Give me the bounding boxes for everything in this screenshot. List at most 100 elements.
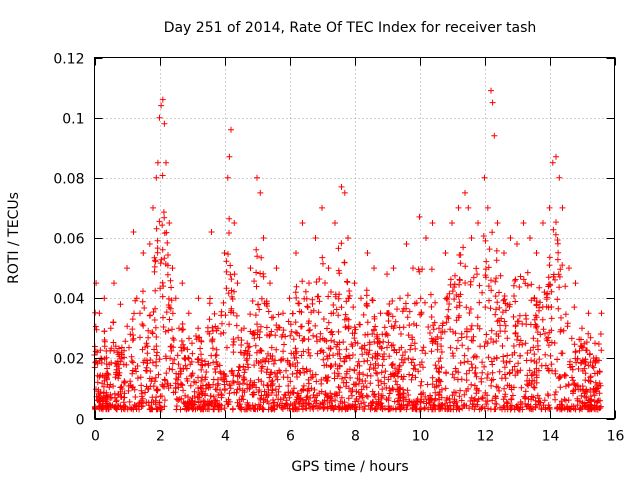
data-point <box>168 347 175 354</box>
data-point <box>457 260 464 267</box>
data-point <box>274 376 281 383</box>
data-point <box>496 368 503 375</box>
data-point <box>182 362 189 369</box>
data-point <box>488 287 495 294</box>
data-point <box>307 367 314 374</box>
data-point <box>165 327 172 334</box>
data-point <box>256 306 263 313</box>
data-point <box>138 382 145 389</box>
data-point <box>309 296 316 303</box>
data-point <box>293 348 300 355</box>
data-point <box>329 402 336 409</box>
data-point <box>143 383 150 390</box>
data-points <box>91 87 605 413</box>
data-point <box>371 406 378 413</box>
data-point <box>483 331 490 338</box>
data-point <box>475 220 481 226</box>
data-point <box>116 345 122 352</box>
data-point <box>209 338 216 345</box>
data-point <box>379 353 386 360</box>
data-point <box>493 257 500 264</box>
data-point <box>432 405 439 412</box>
data-point <box>332 397 339 404</box>
data-point <box>476 325 483 332</box>
data-point <box>447 326 454 333</box>
data-point <box>404 314 411 321</box>
data-point <box>318 376 325 383</box>
data-point <box>159 393 165 400</box>
data-point <box>130 332 136 338</box>
data-point <box>573 359 580 366</box>
data-point <box>328 337 335 344</box>
data-point <box>94 379 101 386</box>
data-point <box>198 351 204 358</box>
data-point <box>322 280 328 286</box>
data-point <box>311 386 318 393</box>
data-point <box>503 359 510 366</box>
data-point <box>153 225 160 232</box>
data-point <box>163 159 169 166</box>
data-point <box>310 392 317 398</box>
data-point <box>492 278 499 285</box>
data-point <box>501 371 508 378</box>
data-point <box>350 304 357 311</box>
data-point <box>596 390 603 397</box>
data-point <box>104 402 111 409</box>
data-point <box>306 280 312 287</box>
data-point <box>389 361 396 367</box>
data-point <box>545 342 552 349</box>
data-point <box>205 362 212 369</box>
data-point <box>157 404 164 411</box>
data-point <box>325 319 332 326</box>
data-point <box>343 346 350 353</box>
data-point <box>522 388 529 395</box>
data-point <box>189 350 196 357</box>
data-point <box>152 258 159 265</box>
data-point <box>394 398 401 405</box>
data-point <box>493 355 500 362</box>
data-point <box>254 253 261 260</box>
data-point <box>467 306 474 312</box>
data-point <box>175 371 182 378</box>
data-point <box>328 289 334 295</box>
data-point <box>124 265 130 272</box>
data-point <box>430 337 437 344</box>
data-point <box>499 343 506 349</box>
data-point <box>478 375 485 382</box>
data-point <box>164 271 171 278</box>
data-point <box>338 183 345 190</box>
data-point <box>140 250 147 256</box>
data-point <box>578 359 585 366</box>
data-point <box>149 394 156 401</box>
data-point <box>484 392 491 399</box>
data-point <box>367 361 374 368</box>
data-point <box>161 214 168 221</box>
data-point <box>174 376 181 383</box>
data-point <box>437 378 444 385</box>
data-point <box>510 313 517 320</box>
data-point <box>386 405 393 412</box>
data-point <box>243 357 250 364</box>
data-point <box>406 308 413 315</box>
data-point <box>346 366 353 373</box>
data-point <box>214 382 221 389</box>
data-point <box>206 300 213 307</box>
data-point <box>381 374 388 381</box>
data-point <box>226 390 233 397</box>
data-point <box>538 405 545 412</box>
data-point <box>501 393 508 400</box>
data-point <box>533 323 540 330</box>
data-point <box>135 403 142 410</box>
data-point <box>223 378 230 385</box>
data-point <box>383 396 390 403</box>
data-point <box>260 273 267 280</box>
data-point <box>479 369 486 376</box>
data-point <box>223 268 230 275</box>
data-point <box>167 382 174 389</box>
data-point <box>380 356 387 363</box>
data-point <box>339 375 345 382</box>
data-point <box>246 382 253 388</box>
data-point <box>559 262 566 269</box>
data-point <box>420 364 426 371</box>
data-point <box>507 406 514 413</box>
